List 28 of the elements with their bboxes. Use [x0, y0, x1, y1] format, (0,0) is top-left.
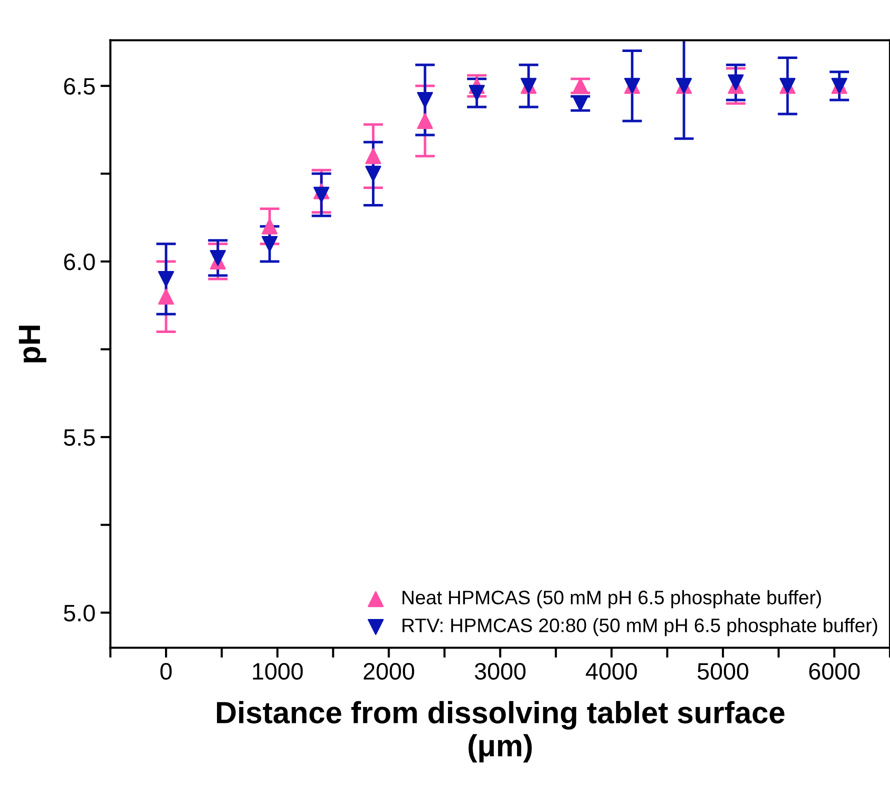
point: [365, 148, 382, 164]
point: [365, 166, 382, 182]
point: [728, 74, 744, 90]
y-tick-label: 5.0: [64, 604, 95, 622]
y-tick-label: 6.0: [64, 254, 95, 270]
point: [313, 186, 330, 203]
point: [158, 288, 174, 305]
x-tick-label: 1000: [252, 662, 303, 680]
y-tick-label: 5.5: [64, 429, 95, 446]
point: [262, 218, 278, 234]
y-axis-title: pH: [18, 326, 46, 362]
x-tick-label: 3000: [474, 662, 526, 680]
x-tick-label: 2000: [364, 662, 414, 680]
x-tick-label: 6000: [809, 662, 860, 680]
legend-label: Neat HPMCAS (50 mM pH 6.5 phosphate buffer): [402, 590, 821, 608]
x-axis-title: Distance from dissolving tablet surface (μm): [216, 701, 784, 763]
point: [417, 92, 433, 108]
x-tick-label: 4000: [586, 662, 637, 680]
point: [468, 84, 485, 101]
point: [572, 78, 588, 94]
point: [262, 236, 278, 252]
point: [417, 113, 433, 129]
y-tick-label: 6.5: [64, 78, 95, 95]
x-tick-label: 5000: [698, 662, 748, 680]
point: [210, 250, 226, 266]
point: [158, 271, 174, 288]
legend-label: RTV: HPMCAS 20:80 (50 mM pH 6.5 phosphate buffer): [402, 618, 878, 636]
x-tick-label: 0: [160, 662, 172, 680]
